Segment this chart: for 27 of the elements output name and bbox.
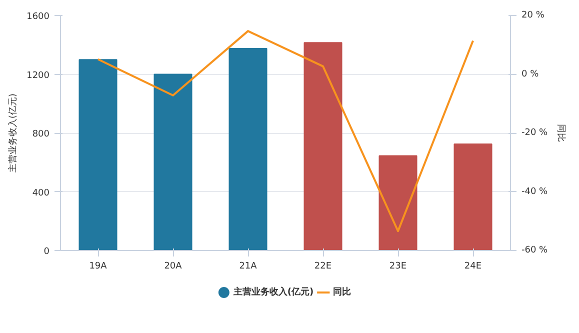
bar [304,42,342,250]
x-tick-label: 23E [389,262,407,272]
bar [78,59,118,250]
y-tick-label: 400 [32,188,50,198]
line-series [97,30,474,232]
y2-tick-label: 0 % [522,69,540,80]
x-tick-label: 22E [314,262,332,272]
legend-label: 同比 [332,286,351,298]
y2-tick-label: 20 % [522,10,545,20]
bar [154,74,192,250]
y2-tick-label: -20 % [522,128,548,138]
y2-tick-label: -60 % [522,246,548,256]
x-tick-label: 21A [239,262,258,272]
y2-axis-title: 同比 [556,124,567,142]
bar [378,155,418,250]
x-tick-label: 19A [89,262,108,272]
y-tick-label: 0 [44,247,50,257]
bar [454,144,492,250]
x-tick-label: 24E [464,262,482,272]
y-axis-title: 主营业务收入(亿元) [8,93,19,173]
y2-tick-label: -40 % [522,186,548,197]
y-tick-label: 800 [32,130,50,140]
y-tick-label: 1200 [26,70,50,81]
y-tick-label: 1600 [26,12,50,22]
legend-label: 主营业务收入(亿元) [232,286,314,298]
bar [228,48,268,250]
x-tick-label: 20A [164,262,183,272]
